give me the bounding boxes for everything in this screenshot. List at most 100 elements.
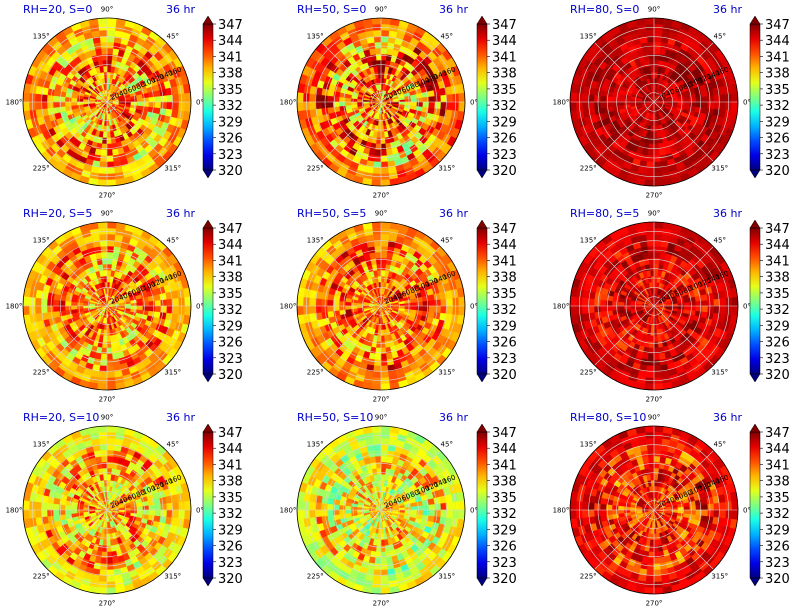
angle-tick-label: 315° (164, 368, 181, 376)
heatmap-cell (296, 305, 304, 316)
heatmap-cell (376, 137, 382, 145)
heatmap-cell (653, 143, 660, 151)
colorbar-tick-label: 344 (492, 238, 517, 253)
colorbar-tick-label: 338 (765, 67, 790, 82)
heatmap-cell (653, 233, 663, 241)
heatmap-cell (434, 305, 442, 313)
angle-tick-label: 225° (307, 164, 324, 172)
heatmap-cell (106, 53, 113, 61)
heatmap-cell (136, 305, 144, 311)
heatmap-cell (332, 101, 340, 108)
heatmap-cell (653, 371, 663, 379)
heatmap-cell (649, 137, 655, 145)
angle-tick-label: 90° (375, 6, 387, 14)
heatmap-cell (371, 221, 382, 229)
heatmap-cell (136, 101, 144, 107)
heatmap-cell (374, 353, 382, 361)
panel-title: RH=20, S=5 (23, 207, 92, 220)
heatmap-cell (148, 101, 156, 108)
colorbar-extend-bottom (202, 169, 214, 179)
heatmap-cell (106, 353, 114, 361)
heatmap-cell (326, 95, 334, 103)
polar-panel: 0°45°90°135°180°225°270°315°204060801001… (6, 207, 243, 404)
heatmap-cell (371, 383, 382, 391)
heatmap-cell (593, 305, 601, 313)
heatmap-cell (653, 59, 659, 67)
colorbar-tick-label: 320 (218, 164, 243, 179)
colorbar-tick-label: 320 (492, 164, 517, 179)
heatmap-cell (380, 353, 388, 361)
angle-tick-label: 225° (33, 368, 50, 376)
heatmap-cell (52, 305, 60, 313)
heatmap-cell (148, 300, 156, 307)
angle-tick-label: 45° (714, 33, 726, 41)
heatmap-cell (380, 347, 387, 355)
angle-tick-label: 270° (646, 192, 663, 200)
heatmap-cell (653, 359, 661, 367)
heatmap-cell (296, 101, 304, 112)
polar-panel: 0°45°90°135°180°225°270°315°204060801001… (6, 3, 243, 200)
heatmap-cell (434, 101, 442, 109)
panel-title: RH=50, S=0 (297, 3, 366, 16)
heatmap-cell (327, 89, 335, 97)
heatmap-cell (46, 101, 54, 109)
heatmap-cell (320, 101, 328, 109)
heatmap-cell (427, 311, 435, 319)
heatmap-cell (446, 101, 454, 111)
heatmap-cell (600, 293, 608, 301)
heatmap-cell (650, 329, 655, 337)
heatmap-cell (148, 96, 156, 103)
heatmap-cell (653, 149, 661, 157)
heatmap-cell (153, 107, 161, 115)
heatmap-cell (599, 101, 607, 109)
polar-panel: 0°45°90°135°180°225°270°315°204060801001… (280, 3, 517, 200)
heatmap-cell (70, 301, 78, 307)
heatmap-cell (106, 275, 111, 283)
heatmap-cell (70, 97, 78, 103)
heatmap-cell (101, 347, 108, 355)
heatmap-cell (100, 359, 108, 367)
heatmap-cell (160, 101, 168, 109)
angle-tick-label: 180° (553, 99, 570, 107)
heatmap-cell (605, 305, 613, 312)
heatmap-cell (184, 101, 192, 112)
heatmap-cell (731, 101, 739, 112)
heatmap-cell (380, 71, 385, 79)
heatmap-cell (689, 101, 697, 107)
heatmap-cell (97, 17, 108, 25)
heatmap-cell (653, 41, 661, 49)
heatmap-cell (707, 305, 715, 313)
colorbar-tick-label: 344 (218, 238, 243, 253)
colorbar-tick-label: 347 (765, 18, 790, 33)
heatmap-cell (677, 305, 685, 310)
heatmap-cell (106, 41, 114, 49)
heatmap-cell (434, 95, 442, 103)
heatmap-cell (130, 305, 138, 310)
heatmap-cell (97, 383, 108, 391)
angle-tick-label: 270° (99, 396, 116, 404)
heatmap-cell (593, 95, 601, 103)
heatmap-cell (100, 155, 108, 163)
colorbar (476, 227, 488, 375)
angle-tick-label: 135° (33, 33, 50, 41)
heatmap-cell (375, 257, 382, 265)
colorbar-tick-label: 341 (492, 254, 517, 269)
angle-tick-label: 180° (6, 99, 23, 107)
angle-tick-label: 90° (101, 210, 113, 218)
heatmap-cell (641, 148, 649, 156)
heatmap-cell (106, 17, 117, 25)
heatmap-cell (97, 179, 108, 187)
heatmap-cell (647, 251, 655, 259)
heatmap-cell (623, 98, 631, 103)
heatmap-cell (659, 252, 667, 260)
heatmap-cell (34, 93, 42, 103)
heatmap-cell (653, 257, 660, 265)
heatmap-cell (653, 53, 660, 61)
heatmap-cell (719, 297, 727, 307)
heatmap-cell (350, 98, 358, 103)
heatmap-cell (659, 48, 667, 56)
heatmap-cell (653, 179, 664, 187)
heatmap-cell (106, 233, 116, 241)
heatmap-cell (683, 305, 691, 311)
panel-time-label: 36 hr (713, 3, 742, 16)
